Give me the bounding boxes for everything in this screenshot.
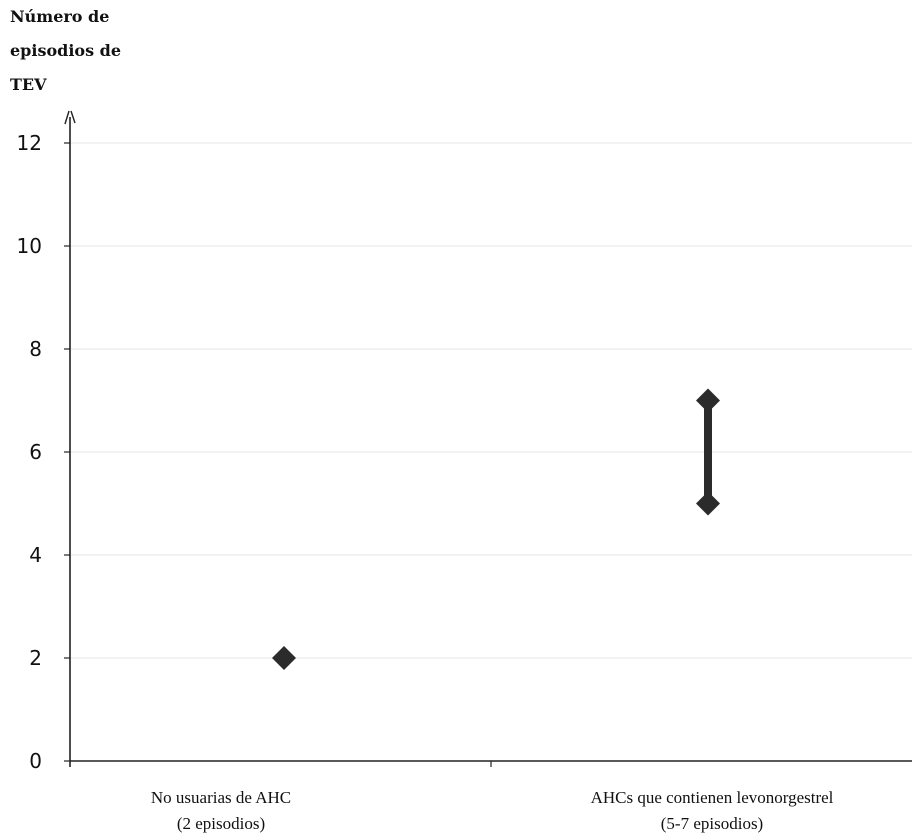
y-axis-label-line: episodios de — [10, 41, 121, 60]
y-tick-label: 0 — [29, 749, 42, 773]
y-tick-label: 8 — [29, 337, 42, 361]
x-tick-label: No usuarias de AHC — [151, 788, 291, 807]
x-axis-ticks: No usuarias de AHC (2 episodios) AHCs que … — [151, 788, 834, 833]
y-axis-label: Número de episodios de TEV — [10, 7, 121, 94]
y-tick-label: 6 — [29, 440, 42, 464]
y-tick-label: 2 — [29, 646, 42, 670]
y-axis-ticks: 0 2 4 6 8 10 12 — [17, 131, 70, 773]
axis-break-mark — [64, 110, 76, 125]
y-axis-label-line: TEV — [10, 75, 47, 94]
x-tick-label: (2 episodios) — [177, 814, 265, 833]
diamond-marker — [696, 491, 720, 516]
diamond-marker — [272, 646, 296, 670]
y-tick-label: 10 — [17, 234, 42, 258]
x-tick-label: AHCs que contienen levonorgestrel — [591, 788, 834, 807]
y-axis-label-line: Número de — [10, 7, 109, 26]
data-marks — [272, 388, 720, 670]
y-tick-label: 4 — [29, 543, 42, 567]
x-tick-label: (5-7 episodios) — [661, 814, 763, 833]
gridlines — [70, 142, 912, 659]
axes — [64, 110, 912, 767]
diamond-marker — [696, 388, 720, 413]
y-tick-label: 12 — [17, 131, 42, 155]
